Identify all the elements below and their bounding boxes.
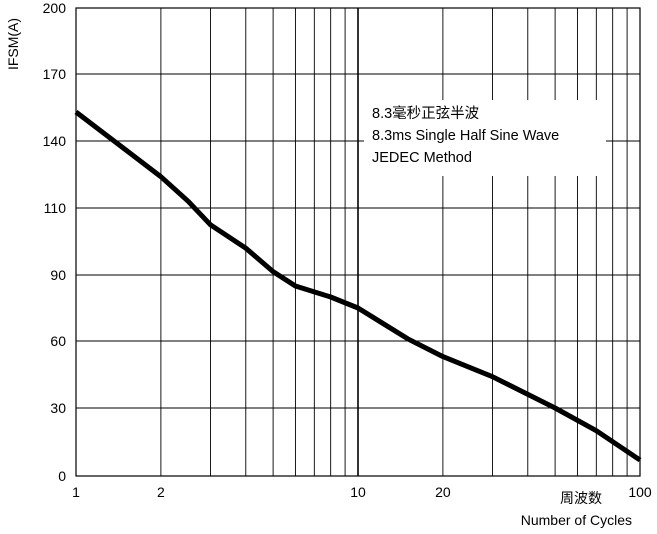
grid	[75, 7, 641, 477]
x-tick-label: 10	[350, 484, 366, 500]
y-tick-label: 140	[43, 133, 67, 149]
y-tick-label: 170	[43, 66, 67, 82]
x-tick-label: 2	[157, 484, 165, 500]
y-tick-label: 200	[43, 0, 67, 16]
annotation-backdrop	[364, 100, 606, 176]
x-tick-labels: 1 2 10 20 100	[72, 484, 652, 500]
annotation-line-cn: 8.3毫秒正弦半波	[372, 104, 480, 122]
y-tick-label: 110	[44, 200, 67, 216]
annotation-line-method-en: 8.3ms Single Half Sine Wave	[372, 128, 559, 144]
x-axis-label: Number of Cycles	[521, 512, 632, 528]
y-tick-label: 60	[50, 333, 66, 349]
annotation-line-jedec: JEDEC Method	[372, 150, 472, 166]
y-tick-label: 90	[50, 267, 66, 283]
x-axis-label-cn: 周波数	[560, 490, 602, 506]
x-tick-label: 100	[628, 484, 652, 500]
x-tick-label: 1	[72, 484, 80, 500]
plot-frame	[75, 7, 641, 477]
annotation-box: 8.3毫秒正弦半波 8.3ms Single Half Sine Wave JE…	[364, 100, 606, 176]
y-tick-labels: 0 30 60 90 110 140 170 200	[43, 0, 67, 484]
series-line	[74, 110, 642, 463]
y-axis-label: IFSM(A)	[5, 18, 21, 70]
y-tick-label: 0	[58, 468, 66, 484]
x-tick-label: 20	[435, 484, 451, 500]
series-layer	[74, 110, 642, 463]
y-tick-label: 30	[50, 400, 66, 416]
